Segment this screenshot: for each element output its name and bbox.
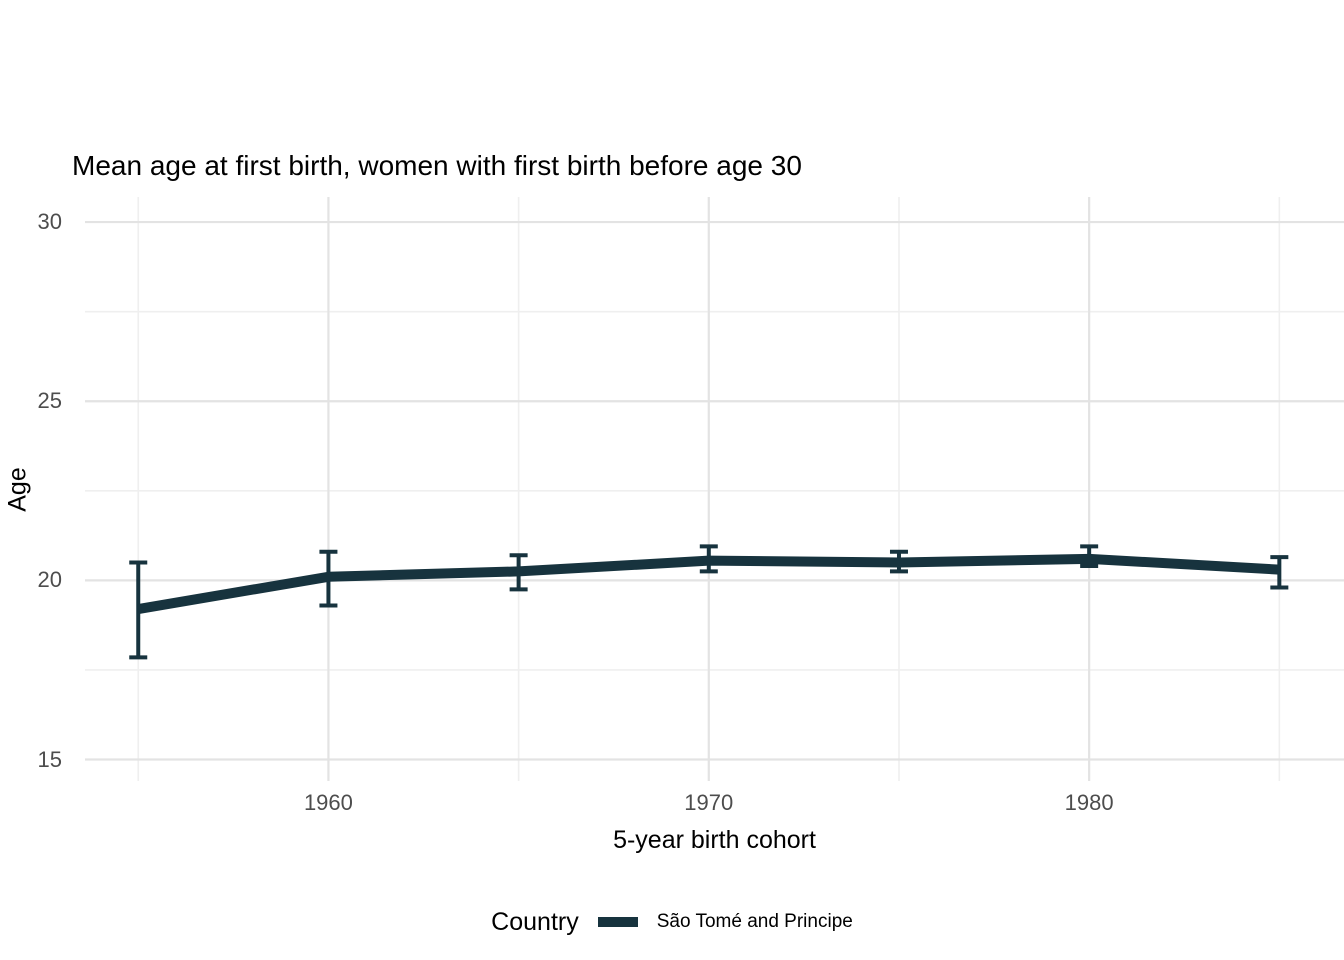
legend-title: Country <box>491 907 579 936</box>
legend: Country São Tomé and Principe <box>0 901 1344 943</box>
x-tick-label: 1960 <box>303 790 353 815</box>
data-line <box>137 553 1280 614</box>
legend-line-swatch <box>597 917 638 927</box>
x-tick-label: 1980 <box>1064 790 1114 815</box>
y-tick-label: 15 <box>37 746 62 772</box>
legend-series-label: São Tomé and Principe <box>656 911 853 932</box>
x-tick-label: 1970 <box>684 790 734 815</box>
x-axis-title: 5-year birth cohort <box>613 826 816 854</box>
chart-title: Mean age at first birth, women with firs… <box>72 150 802 181</box>
y-tick-label: 20 <box>37 567 62 593</box>
y-tick-label: 30 <box>37 209 62 235</box>
y-tick-label: 25 <box>37 388 62 414</box>
